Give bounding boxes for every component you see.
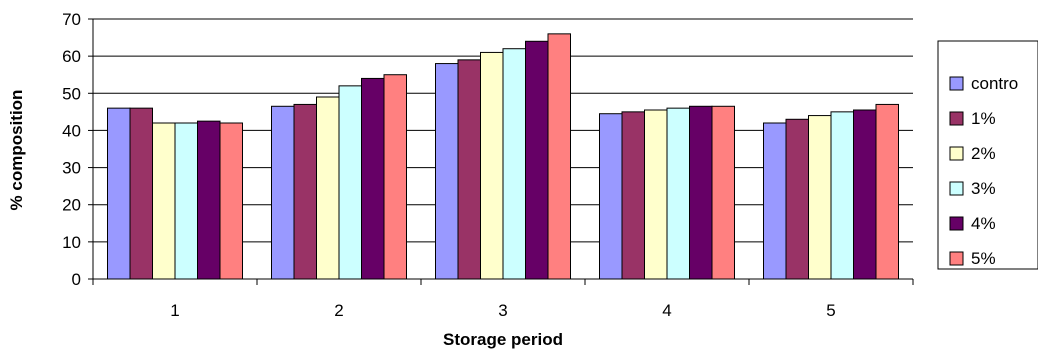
x-tick-label: 2 bbox=[334, 301, 343, 320]
bar bbox=[435, 63, 459, 280]
x-axis-title: Storage period bbox=[443, 330, 563, 349]
bar bbox=[316, 96, 340, 280]
bar bbox=[457, 59, 481, 280]
bar bbox=[129, 107, 153, 280]
bar bbox=[338, 85, 362, 280]
bar bbox=[152, 122, 176, 280]
x-tick-label: 4 bbox=[662, 301, 671, 320]
axes bbox=[88, 18, 914, 285]
legend-label: 1% bbox=[971, 109, 996, 128]
legend-swatch bbox=[949, 111, 964, 126]
legend-label: 5% bbox=[971, 249, 996, 268]
bar bbox=[502, 48, 526, 280]
bar bbox=[875, 103, 899, 280]
y-tick-label: 10 bbox=[62, 233, 81, 252]
y-tick-label: 30 bbox=[62, 159, 81, 178]
bars bbox=[107, 33, 899, 280]
bar bbox=[293, 103, 317, 280]
bar bbox=[383, 74, 407, 280]
legend-swatch bbox=[949, 76, 964, 91]
y-tick-label: 40 bbox=[62, 121, 81, 140]
y-tick-label: 60 bbox=[62, 47, 81, 66]
legend-swatch bbox=[949, 146, 964, 161]
y-axis-title: % composition bbox=[7, 90, 26, 211]
bar bbox=[174, 122, 198, 280]
y-tick-label: 20 bbox=[62, 196, 81, 215]
y-tick-label: 0 bbox=[72, 270, 81, 289]
tick-labels: 0 10 20 30 40 50 60 70 1 2 3 4 5 bbox=[62, 10, 836, 320]
legend-swatch bbox=[949, 251, 964, 266]
x-tick-label: 1 bbox=[170, 301, 179, 320]
bar bbox=[547, 33, 571, 280]
bar bbox=[644, 109, 668, 280]
bar bbox=[219, 122, 243, 280]
bar bbox=[480, 51, 504, 280]
legend: contro 1% 2% 3% 4% 5% bbox=[937, 40, 1038, 270]
bar bbox=[197, 120, 221, 280]
x-tick-label: 5 bbox=[826, 301, 835, 320]
bar bbox=[763, 122, 787, 280]
y-tick-label: 50 bbox=[62, 84, 81, 103]
legend-label: 3% bbox=[971, 179, 996, 198]
bar bbox=[785, 118, 809, 280]
bar bbox=[853, 109, 877, 280]
bar bbox=[271, 105, 295, 280]
y-tick-label: 70 bbox=[62, 10, 81, 29]
bar bbox=[107, 107, 131, 280]
bar bbox=[621, 111, 645, 280]
legend-label: 2% bbox=[971, 144, 996, 163]
bar bbox=[808, 115, 832, 280]
bar bbox=[711, 105, 735, 280]
bar bbox=[361, 77, 385, 280]
legend-swatch bbox=[949, 181, 964, 196]
bar bbox=[666, 107, 690, 280]
x-tick-label: 3 bbox=[498, 301, 507, 320]
legend-swatch bbox=[949, 216, 964, 231]
bar bbox=[689, 105, 713, 280]
legend-label: 4% bbox=[971, 214, 996, 233]
bar bbox=[599, 113, 623, 280]
bar bbox=[830, 111, 854, 280]
bar bbox=[525, 40, 549, 280]
legend-label: contro bbox=[971, 74, 1018, 93]
